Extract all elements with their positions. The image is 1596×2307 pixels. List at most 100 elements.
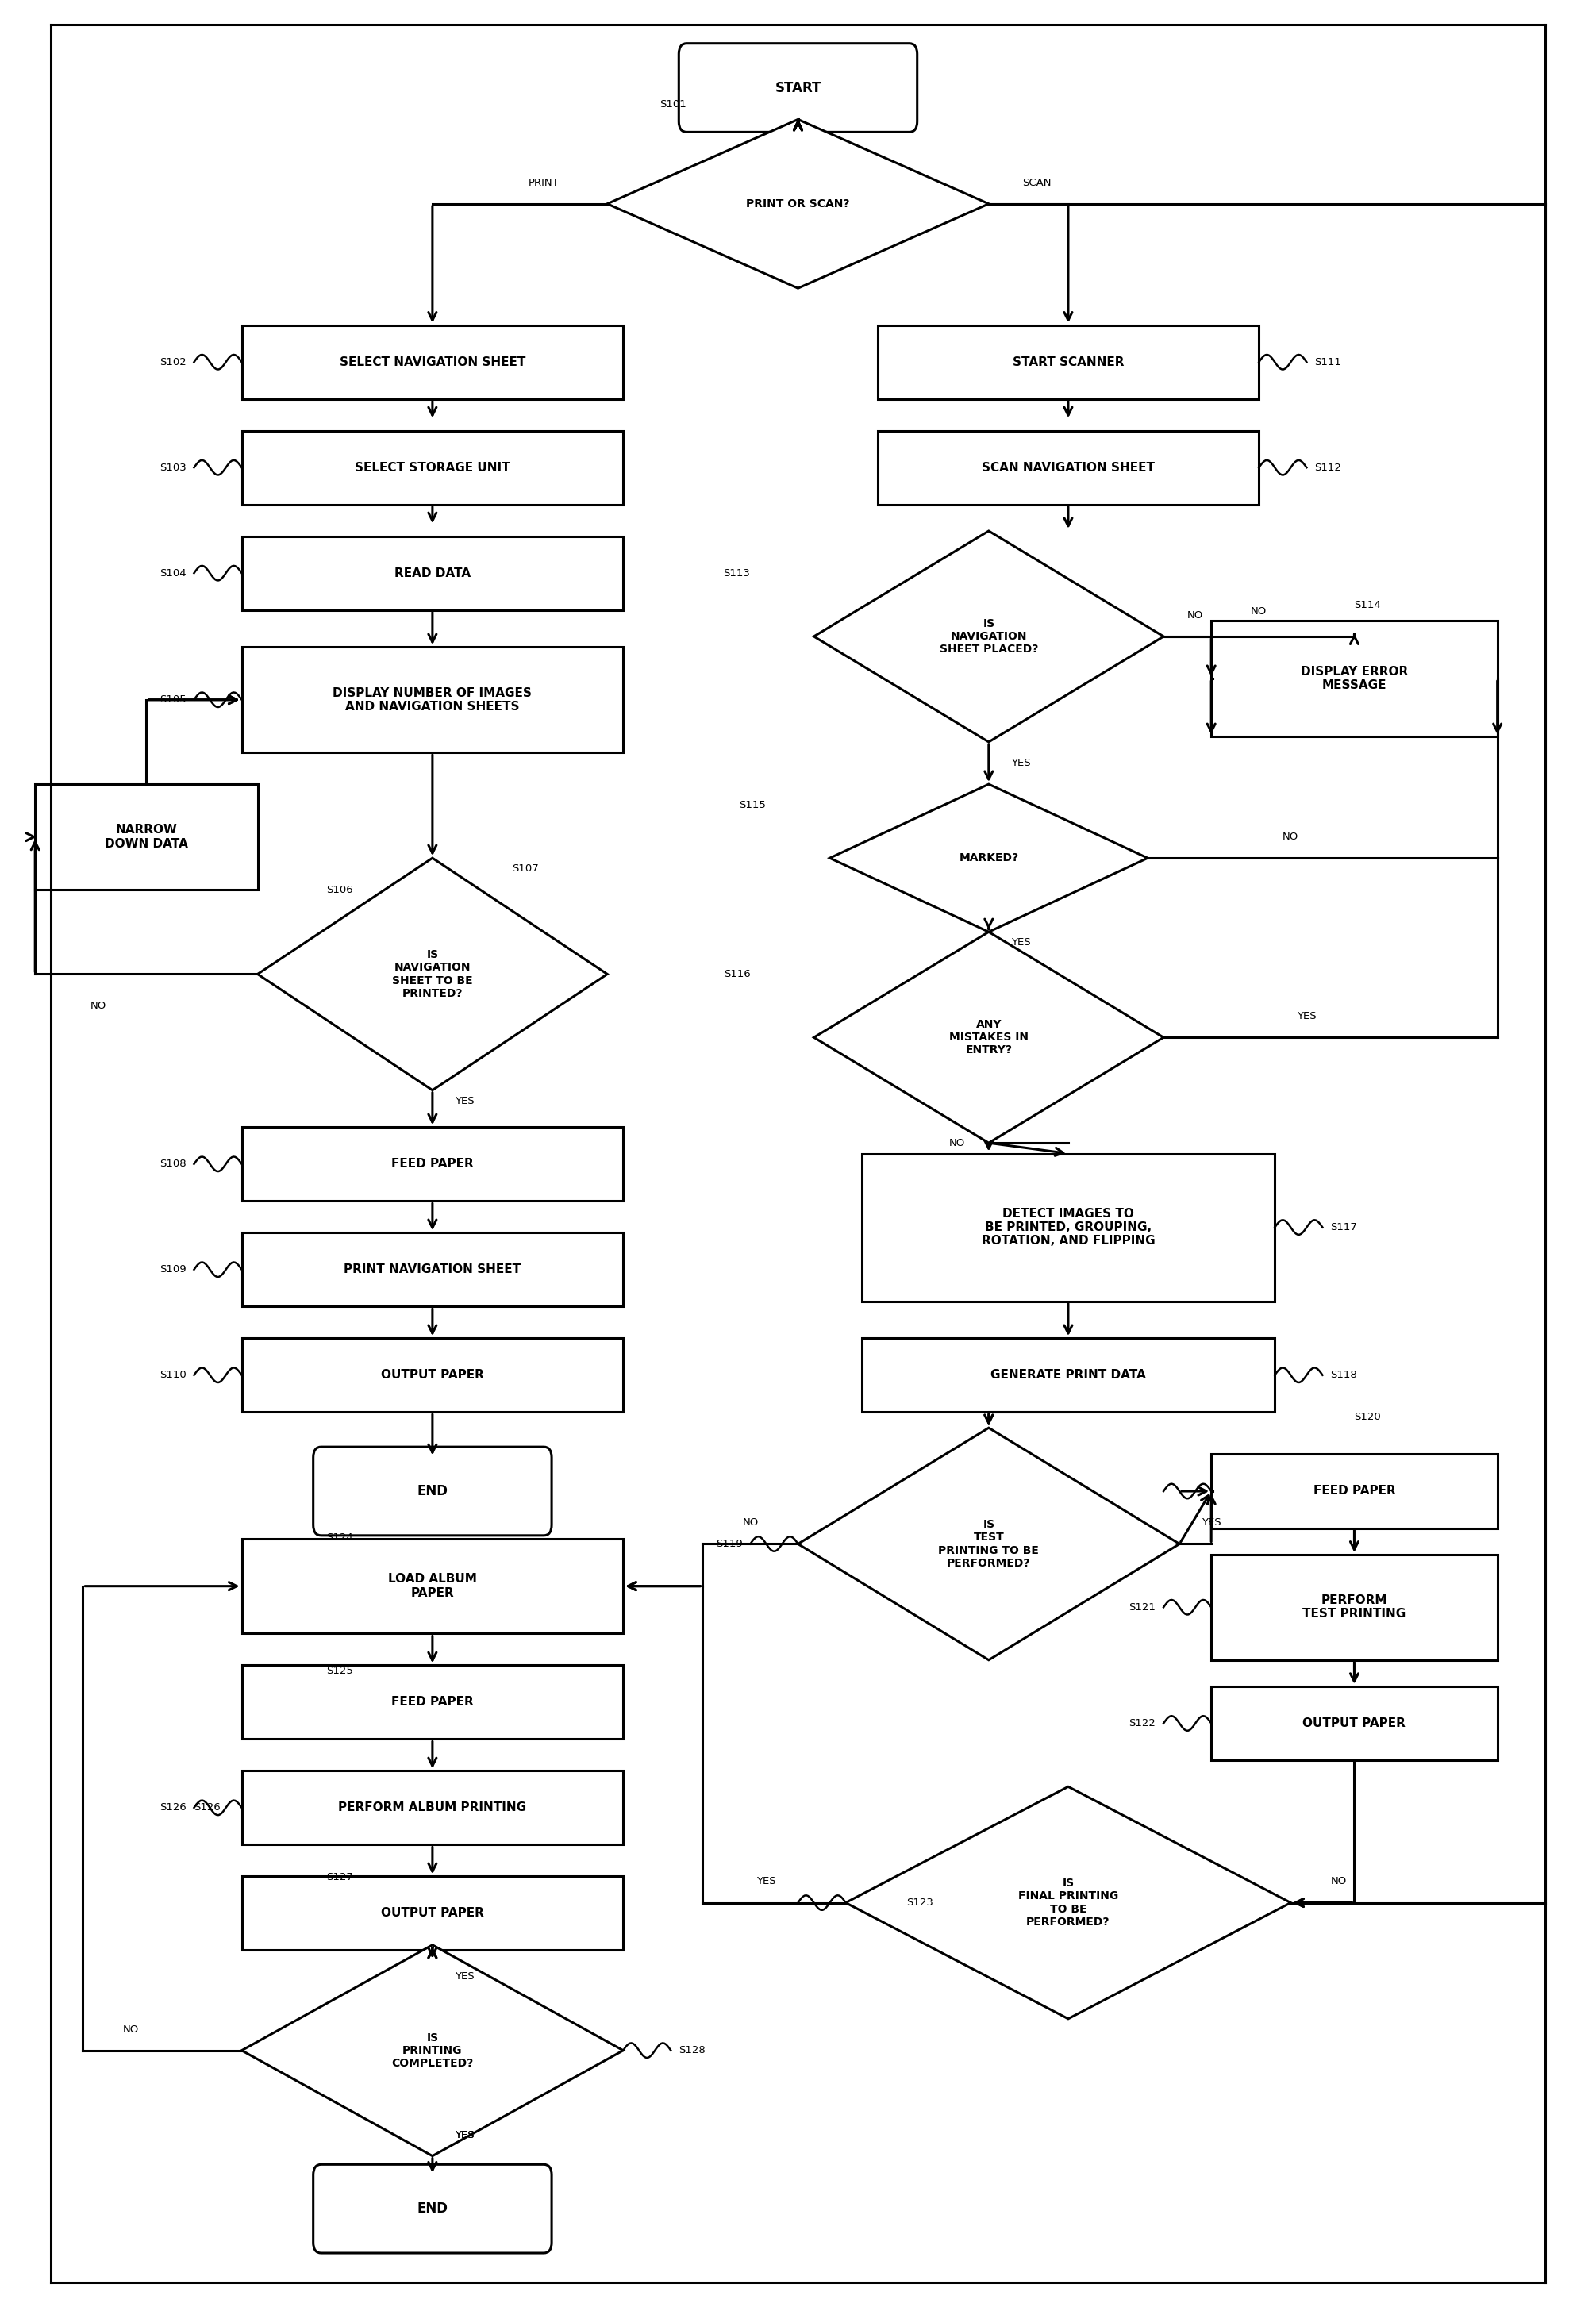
Text: YES: YES <box>455 1096 474 1105</box>
Text: S109: S109 <box>160 1264 187 1276</box>
FancyBboxPatch shape <box>1211 1686 1497 1760</box>
Text: IS
NAVIGATION
SHEET TO BE
PRINTED?: IS NAVIGATION SHEET TO BE PRINTED? <box>393 948 472 999</box>
Text: IS
PRINTING
COMPLETED?: IS PRINTING COMPLETED? <box>391 2032 474 2069</box>
Text: SELECT STORAGE UNIT: SELECT STORAGE UNIT <box>354 461 511 473</box>
Text: LOAD ALBUM
PAPER: LOAD ALBUM PAPER <box>388 1573 477 1599</box>
Text: NO: NO <box>1331 1876 1347 1887</box>
Text: END: END <box>417 1483 448 1497</box>
Text: S110: S110 <box>160 1370 187 1380</box>
Text: FEED PAPER: FEED PAPER <box>391 1158 474 1170</box>
Text: S104: S104 <box>160 568 187 579</box>
FancyBboxPatch shape <box>241 431 622 505</box>
Text: SCAN: SCAN <box>1021 178 1050 187</box>
Text: NARROW
DOWN DATA: NARROW DOWN DATA <box>105 824 188 849</box>
Text: FEED PAPER: FEED PAPER <box>1314 1486 1395 1497</box>
Text: S108: S108 <box>160 1158 187 1170</box>
Text: PRINT OR SCAN?: PRINT OR SCAN? <box>747 198 849 210</box>
Text: S123: S123 <box>907 1899 934 1908</box>
Text: OUTPUT PAPER: OUTPUT PAPER <box>381 1368 484 1382</box>
FancyBboxPatch shape <box>313 2164 552 2254</box>
Text: S118: S118 <box>1331 1370 1357 1380</box>
Text: YES: YES <box>455 2129 474 2141</box>
Text: OUTPUT PAPER: OUTPUT PAPER <box>1302 1716 1406 1730</box>
FancyBboxPatch shape <box>241 1338 622 1412</box>
Polygon shape <box>606 120 990 288</box>
Text: YES: YES <box>757 1876 776 1887</box>
Text: S112: S112 <box>1315 461 1341 473</box>
Text: S103: S103 <box>160 461 187 473</box>
Text: S126: S126 <box>195 1802 220 1813</box>
Text: NO: NO <box>123 2023 139 2035</box>
Text: NO: NO <box>91 1001 107 1010</box>
FancyBboxPatch shape <box>862 1338 1275 1412</box>
FancyBboxPatch shape <box>862 1154 1275 1301</box>
Text: NO: NO <box>950 1137 966 1149</box>
FancyBboxPatch shape <box>241 535 622 609</box>
FancyBboxPatch shape <box>241 1128 622 1202</box>
Text: S106: S106 <box>326 884 353 895</box>
Text: S107: S107 <box>512 863 539 874</box>
Text: YES: YES <box>1298 1010 1317 1022</box>
Text: S128: S128 <box>678 2046 705 2056</box>
Text: S120: S120 <box>1355 1412 1381 1423</box>
Text: S113: S113 <box>723 568 750 579</box>
Text: S102: S102 <box>160 358 187 367</box>
Text: IS
NAVIGATION
SHEET PLACED?: IS NAVIGATION SHEET PLACED? <box>940 618 1037 655</box>
FancyBboxPatch shape <box>878 325 1259 399</box>
FancyBboxPatch shape <box>241 1772 622 1846</box>
Text: NO: NO <box>1283 833 1299 842</box>
Text: START SCANNER: START SCANNER <box>1012 355 1124 369</box>
FancyBboxPatch shape <box>313 1446 552 1536</box>
FancyBboxPatch shape <box>1211 621 1497 736</box>
FancyBboxPatch shape <box>241 646 622 752</box>
Text: S105: S105 <box>160 694 187 706</box>
Text: YES: YES <box>1202 1518 1221 1527</box>
Text: SELECT NAVIGATION SHEET: SELECT NAVIGATION SHEET <box>340 355 525 369</box>
FancyBboxPatch shape <box>678 44 918 131</box>
Text: S116: S116 <box>723 969 750 978</box>
Polygon shape <box>257 858 606 1091</box>
Text: FEED PAPER: FEED PAPER <box>391 1696 474 1707</box>
Text: YES: YES <box>455 1972 474 1982</box>
Text: IS
FINAL PRINTING
TO BE
PERFORMED?: IS FINAL PRINTING TO BE PERFORMED? <box>1018 1878 1119 1929</box>
Text: S122: S122 <box>1128 1719 1156 1728</box>
Text: END: END <box>417 2201 448 2215</box>
Polygon shape <box>798 1428 1179 1661</box>
Text: PRINT: PRINT <box>528 178 559 187</box>
Text: YES: YES <box>1010 937 1031 948</box>
FancyBboxPatch shape <box>241 1232 622 1306</box>
Text: OUTPUT PAPER: OUTPUT PAPER <box>381 1908 484 1919</box>
Text: S115: S115 <box>739 801 766 810</box>
Text: DETECT IMAGES TO
BE PRINTED, GROUPING,
ROTATION, AND FLIPPING: DETECT IMAGES TO BE PRINTED, GROUPING, R… <box>982 1207 1156 1248</box>
Text: YES: YES <box>1010 759 1031 768</box>
Text: NO: NO <box>742 1518 758 1527</box>
Text: PRINT NAVIGATION SHEET: PRINT NAVIGATION SHEET <box>343 1264 520 1276</box>
Text: PERFORM
TEST PRINTING: PERFORM TEST PRINTING <box>1302 1594 1406 1620</box>
Text: S119: S119 <box>715 1539 742 1548</box>
Text: GENERATE PRINT DATA: GENERATE PRINT DATA <box>991 1368 1146 1382</box>
FancyBboxPatch shape <box>35 784 257 891</box>
FancyBboxPatch shape <box>241 1539 622 1633</box>
Text: S124: S124 <box>326 1532 353 1543</box>
Text: IS
TEST
PRINTING TO BE
PERFORMED?: IS TEST PRINTING TO BE PERFORMED? <box>938 1518 1039 1569</box>
Polygon shape <box>846 1786 1291 2019</box>
Polygon shape <box>830 784 1148 932</box>
Text: S121: S121 <box>1128 1601 1156 1613</box>
Text: DISPLAY ERROR
MESSAGE: DISPLAY ERROR MESSAGE <box>1301 667 1408 692</box>
FancyBboxPatch shape <box>241 325 622 399</box>
Text: S117: S117 <box>1331 1223 1357 1232</box>
Text: S114: S114 <box>1355 600 1381 609</box>
Polygon shape <box>241 1945 622 2157</box>
FancyBboxPatch shape <box>878 431 1259 505</box>
Text: S127: S127 <box>326 1873 353 1883</box>
Text: NO: NO <box>1187 609 1203 621</box>
FancyBboxPatch shape <box>1211 1555 1497 1661</box>
FancyBboxPatch shape <box>241 1876 622 1949</box>
Polygon shape <box>814 531 1163 743</box>
FancyBboxPatch shape <box>1211 1453 1497 1527</box>
Text: ANY
MISTAKES IN
ENTRY?: ANY MISTAKES IN ENTRY? <box>950 1020 1028 1057</box>
Text: S101: S101 <box>661 99 686 111</box>
Text: SCAN NAVIGATION SHEET: SCAN NAVIGATION SHEET <box>982 461 1154 473</box>
Text: S125: S125 <box>326 1666 353 1675</box>
Text: S126: S126 <box>160 1802 187 1813</box>
